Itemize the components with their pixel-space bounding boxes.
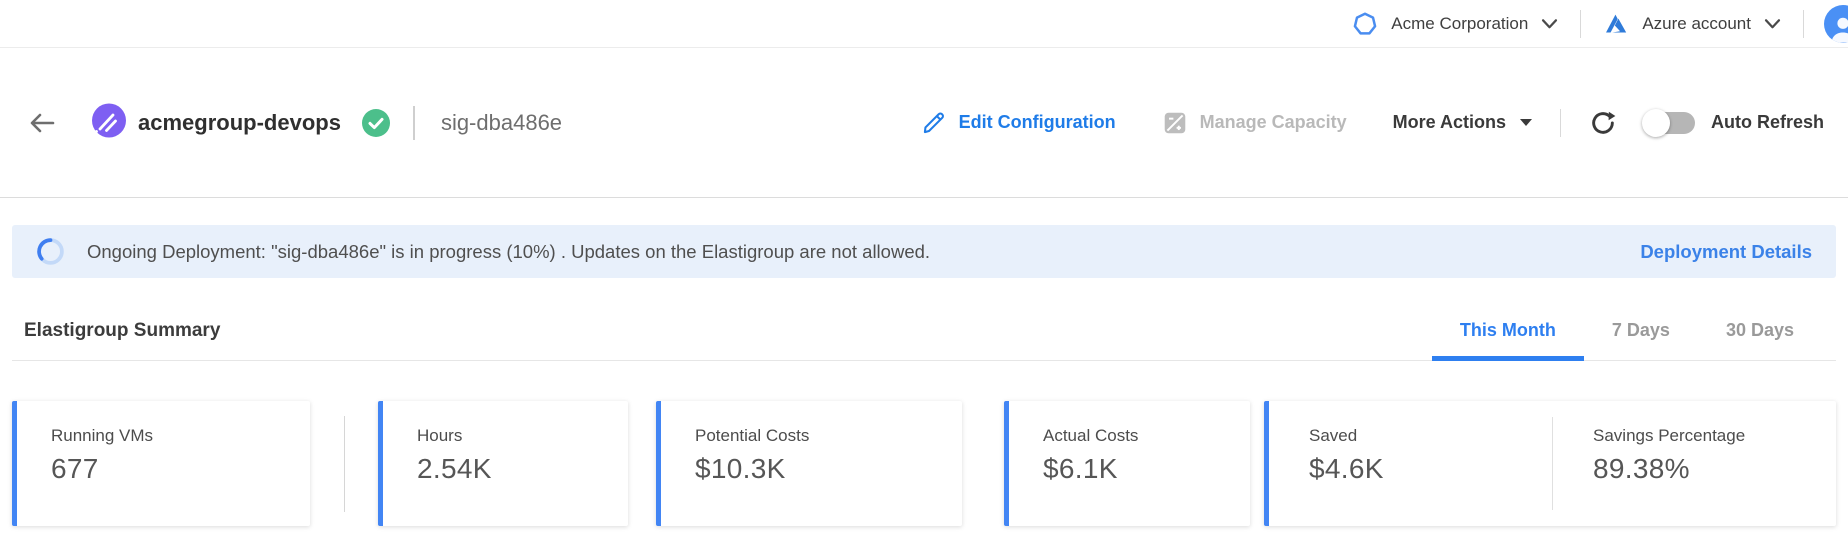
- tab-30-days[interactable]: 30 Days: [1698, 301, 1822, 360]
- manage-capacity-button[interactable]: Manage Capacity: [1162, 110, 1347, 136]
- card-value: $10.3K: [695, 453, 786, 484]
- manage-capacity-icon: [1162, 110, 1188, 136]
- user-avatar[interactable]: [1824, 4, 1848, 43]
- card-separator: [310, 401, 378, 526]
- running-vms-card: Running VMs 677: [12, 401, 310, 526]
- cloud-account-name: Azure account: [1642, 13, 1751, 33]
- divider: [1580, 9, 1582, 38]
- divider: [412, 105, 415, 140]
- divider: [1803, 9, 1804, 38]
- chevron-down-icon: [1764, 18, 1781, 30]
- more-actions-label: More Actions: [1392, 112, 1506, 132]
- edit-configuration-label: Edit Configuration: [958, 112, 1116, 132]
- card-value: $4.6K: [1309, 453, 1384, 484]
- deployment-banner: Ongoing Deployment: "sig-dba486e" is in …: [12, 225, 1836, 278]
- elastigroup-icon: [86, 102, 128, 144]
- toggle-knob: [1641, 108, 1670, 137]
- header-title-group: acmegroup-devops sig-dba486e: [24, 102, 562, 144]
- card-value: 2.54K: [417, 453, 492, 484]
- card-value: 89.38%: [1593, 453, 1690, 484]
- divider: [1552, 417, 1553, 510]
- deployment-banner-message: Ongoing Deployment: "sig-dba486e" is in …: [87, 240, 931, 262]
- chevron-down-icon: [1541, 18, 1558, 30]
- card-value: 677: [51, 453, 99, 484]
- more-actions-button[interactable]: More Actions: [1393, 112, 1532, 133]
- page-title: acmegroup-devops: [138, 109, 341, 135]
- tab-7-days[interactable]: 7 Days: [1584, 301, 1698, 360]
- azure-icon: [1603, 11, 1629, 37]
- organization-switcher[interactable]: Acme Corporation: [1330, 11, 1580, 37]
- time-range-tabs: This Month 7 Days 30 Days: [1431, 301, 1822, 361]
- back-arrow-icon[interactable]: [24, 106, 60, 140]
- card-label: Saved: [1309, 426, 1358, 445]
- auto-refresh-label: Auto Refresh: [1710, 112, 1824, 132]
- refresh-button[interactable]: [1589, 109, 1617, 137]
- manage-capacity-label: Manage Capacity: [1199, 112, 1347, 132]
- organization-heptagon-icon: [1352, 11, 1378, 37]
- page-header: acmegroup-devops sig-dba486e Edit Config…: [0, 48, 1848, 198]
- savings-percentage-section: Savings Percentage 89.38%: [1553, 401, 1836, 526]
- divider: [1559, 108, 1561, 137]
- saved-section: Saved $4.6K: [1269, 401, 1552, 526]
- organization-name: Acme Corporation: [1391, 13, 1529, 33]
- summary-title: Elastigroup Summary: [24, 319, 221, 341]
- card-label: Savings Percentage: [1593, 426, 1746, 445]
- header-actions: Edit Configuration Manage Capacity More …: [921, 108, 1824, 137]
- deployment-id: sig-dba486e: [440, 109, 563, 135]
- refresh-icon: [1592, 111, 1616, 134]
- cloud-account-switcher[interactable]: Azure account: [1581, 11, 1803, 37]
- caret-down-icon: [1519, 119, 1532, 126]
- topbar: Acme Corporation Azure account: [0, 0, 1848, 48]
- savings-card: Saved $4.6K Savings Percentage 89.38%: [1264, 401, 1836, 526]
- spinner-icon: [36, 237, 65, 266]
- edit-configuration-button[interactable]: Edit Configuration: [921, 110, 1116, 136]
- actual-costs-card: Actual Costs $6.1K: [1004, 401, 1250, 526]
- card-label: Potential Costs: [695, 426, 810, 445]
- healthy-check-icon: [361, 108, 391, 138]
- card-label: Hours: [417, 426, 463, 445]
- pencil-icon: [921, 110, 947, 136]
- summary-header: Elastigroup Summary This Month 7 Days 30…: [12, 301, 1836, 361]
- summary-cards: Running VMs 677 Hours 2.54K Potential Co…: [12, 401, 1836, 526]
- potential-costs-card: Potential Costs $10.3K: [656, 401, 962, 526]
- auto-refresh-toggle[interactable]: [1641, 108, 1695, 137]
- tab-this-month[interactable]: This Month: [1431, 301, 1584, 361]
- hours-card: Hours 2.54K: [378, 401, 628, 526]
- card-label: Actual Costs: [1043, 426, 1139, 445]
- card-label: Running VMs: [51, 426, 154, 445]
- card-value: $6.1K: [1043, 453, 1118, 484]
- deployment-details-link[interactable]: Deployment Details: [1640, 240, 1812, 262]
